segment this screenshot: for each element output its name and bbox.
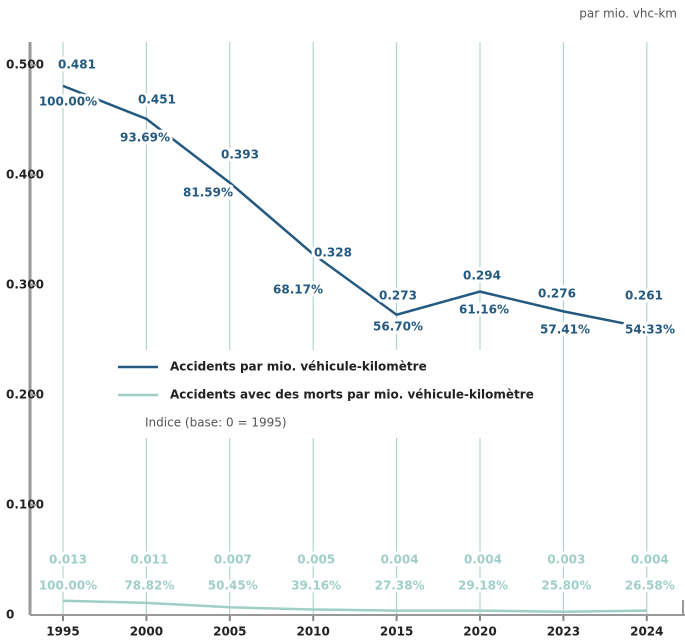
index-label: 61.16% xyxy=(459,303,509,317)
series-line xyxy=(62,84,648,330)
value-label: 0.003 xyxy=(547,553,585,567)
index-label: 78.82% xyxy=(124,579,174,593)
index-label: 100.00% xyxy=(39,579,97,593)
index-label: 68.17% xyxy=(273,283,323,297)
y-tick-label: 0 xyxy=(6,608,14,622)
value-label: 0.328 xyxy=(314,246,352,260)
value-label: 0.005 xyxy=(297,553,335,567)
grid xyxy=(62,42,648,615)
series-line xyxy=(62,599,647,613)
x-tick-label: 2000 xyxy=(130,625,163,639)
y-tick-label: 0.500 xyxy=(6,58,44,72)
value-label: 0.273 xyxy=(379,289,417,303)
value-label: 0.004 xyxy=(381,553,419,567)
y-tick-label: 0.400 xyxy=(6,168,44,182)
index-label: 93.69% xyxy=(120,131,170,145)
y-tick-label: 0.100 xyxy=(6,498,44,512)
value-label: 0.481 xyxy=(58,58,96,72)
value-label: 0.004 xyxy=(464,553,502,567)
index-label: 57.41% xyxy=(540,323,590,337)
value-label: 0.451 xyxy=(138,93,176,107)
value-label: 0.011 xyxy=(130,553,168,567)
index-label: 81.59% xyxy=(183,186,233,200)
index-label: 26.58% xyxy=(625,579,675,593)
value-label: 0.393 xyxy=(221,148,259,162)
x-tick-label: 2024 xyxy=(630,625,663,639)
index-label: 100.00% xyxy=(39,95,97,109)
index-label: 39.16% xyxy=(291,579,341,593)
index-label: 27.38% xyxy=(375,579,425,593)
legend-label: Accidents par mio. véhicule-kilomètre xyxy=(170,360,427,374)
y-tick-label: 0.300 xyxy=(6,278,44,292)
value-label: 0.261 xyxy=(625,289,663,303)
index-label: 29.18% xyxy=(458,579,508,593)
value-label: 0.004 xyxy=(631,553,669,567)
index-label: 54.33% xyxy=(625,323,675,337)
x-tick-label: 2020 xyxy=(463,625,496,639)
x-tick-label: 2023 xyxy=(547,625,580,639)
legend-note: Indice (base: 0 = 1995) xyxy=(145,416,287,430)
index-label: 50.45% xyxy=(208,579,258,593)
legend-label: Accidents avec des morts par mio. véhicu… xyxy=(170,388,534,402)
y-tick-label: 0.200 xyxy=(6,388,44,402)
index-label: 56.70% xyxy=(373,320,423,334)
value-label: 0.013 xyxy=(49,553,87,567)
x-tick-label: 2005 xyxy=(213,625,246,639)
x-tick-label: 2010 xyxy=(296,625,329,639)
unit-note: par mio. vhc-km xyxy=(579,7,677,21)
value-label: 0.007 xyxy=(214,553,252,567)
value-label: 0.276 xyxy=(538,287,576,301)
x-tick-label: 1995 xyxy=(46,625,79,639)
value-label: 0.294 xyxy=(463,269,501,283)
index-label: 25.80% xyxy=(541,579,591,593)
legend-bg xyxy=(105,350,545,438)
x-tick-label: 2015 xyxy=(380,625,413,639)
